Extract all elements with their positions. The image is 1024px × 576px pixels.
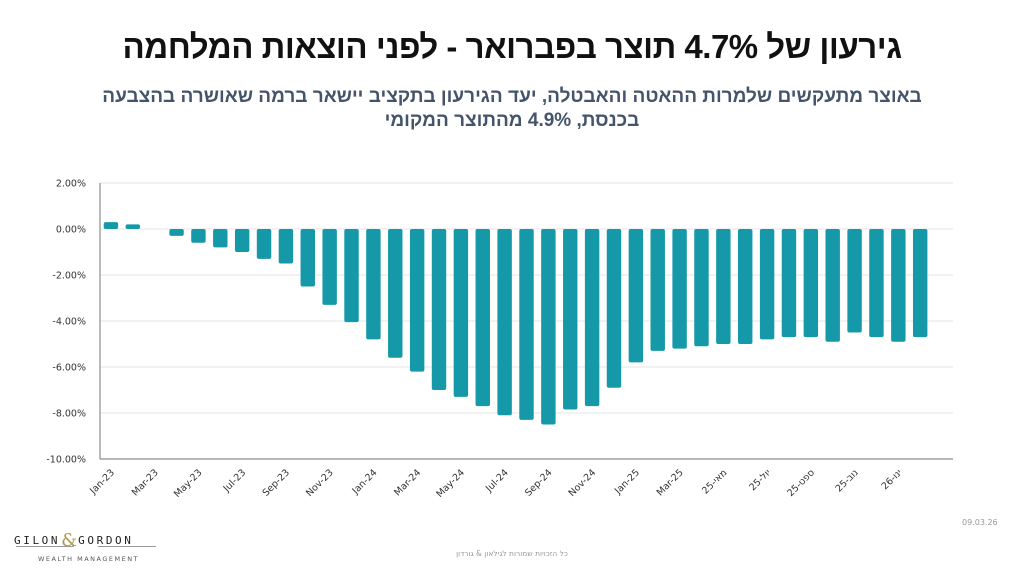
y-tick-label: 0.00% [56, 225, 86, 236]
deficit-bar-chart: 2.00% 0.00% -2.00% -4.00% -6.00% -8.00% -10.00… [46, 179, 953, 500]
bar-Sep-23 [278, 229, 294, 264]
x-tick-label: ספט-25 [785, 467, 817, 499]
x-tick-label: Mar-24 [392, 467, 423, 498]
bar-Aug-24 [519, 229, 534, 420]
x-tick-label: מאי-25 [700, 467, 729, 496]
x-tick-label: Nov-23 [304, 467, 336, 499]
bars [103, 222, 928, 425]
bar-Oct-25 [825, 229, 840, 342]
subtitle-line-1: באוצר מתעקשים שלמרות ההאטה והאבטלה, יעד … [102, 86, 922, 107]
bar-Apr-25 [694, 229, 709, 347]
bar-Feb-24 [388, 229, 403, 358]
logo-tagline: WEALTH MANAGEMENT [38, 555, 140, 563]
x-tick-label: Sep-24 [523, 467, 554, 498]
x-tick-label: Nov-24 [567, 467, 599, 499]
bar-Jan-23 [103, 222, 119, 229]
bar-מאי-25 [716, 229, 731, 344]
x-tick-label: May-24 [434, 467, 467, 500]
bar-Feb-26 [912, 229, 928, 338]
x-tick-label: ינו-26 [880, 467, 905, 492]
logo-rule-right [98, 546, 156, 547]
y-tick-label: -10.00% [46, 455, 86, 466]
y-tick-label: -6.00% [52, 363, 86, 374]
bar-Jul-23 [234, 229, 250, 252]
bar-Aug-23 [256, 229, 272, 259]
bar-Sep-24 [541, 229, 556, 425]
bar-May-23 [191, 229, 206, 243]
x-tick-label: Jan-23 [87, 467, 117, 497]
bar-Jan-25 [628, 229, 644, 363]
bar-Dec-24 [606, 229, 622, 388]
bar-Jan-24 [366, 229, 381, 340]
company-logo: GILON&GORDON WEALTH MANAGEMENT [14, 528, 156, 563]
bar-Dec-23 [344, 229, 359, 323]
slide-date: 09.03.26 [962, 518, 998, 527]
bar-Nov-23 [322, 229, 337, 305]
x-tick-label: May-23 [172, 467, 205, 500]
bar-Aug-25 [781, 229, 797, 338]
logo-word-right: GORDON [78, 534, 134, 547]
bar-May-24 [453, 229, 469, 397]
bar-Jul-24 [497, 229, 512, 416]
copyright-notice: כל הזכויות שמורות לגילאון & גורדון [456, 549, 568, 558]
y-tick-label: 2.00% [56, 179, 86, 190]
bar-Jun-23 [213, 229, 228, 248]
bar-Oct-23 [300, 229, 315, 287]
x-tick-label: יול-25 [747, 467, 773, 493]
bar-Apr-24 [431, 229, 447, 390]
bar-ספט-25 [803, 229, 819, 338]
chart-title: גירעון של 4.7% תוצר בפברואר - לפני הוצאו… [122, 28, 902, 65]
bar-Feb-23 [125, 224, 141, 229]
y-tick-label: -2.00% [52, 271, 86, 282]
bar-Nov-24 [584, 229, 600, 407]
x-tick-label: Jan-24 [350, 467, 380, 497]
y-tick-label: -4.00% [52, 317, 86, 328]
bar-נוב-25 [847, 229, 862, 333]
bar-Jun-25 [738, 229, 753, 344]
x-tick-label: Mar-23 [130, 467, 161, 498]
bar-Apr-23 [169, 229, 184, 236]
bar-Jun-24 [475, 229, 490, 407]
bar-Oct-24 [563, 229, 578, 410]
x-tick-label: Sep-23 [261, 467, 292, 498]
bar-Mar-25 [672, 229, 687, 349]
logo-ampersand: & [61, 530, 78, 551]
logo-rule-left [16, 546, 74, 547]
y-tick-label: -8.00% [52, 409, 86, 420]
x-tick-label: Jul-23 [221, 467, 249, 495]
bar-Dec-25 [869, 229, 884, 338]
x-axis-ticks: Jan-23 Mar-23 May-23 Jul-23 Sep-23 Nov-23 Jan-… [87, 467, 904, 500]
logo-wordmark: GILON&GORDON [14, 528, 156, 551]
bar-Mar-24 [409, 229, 425, 372]
x-tick-label: Jan-25 [612, 467, 642, 497]
subtitle-line-2: בכנסת, 4.9% מהתוצר המקומי [384, 110, 640, 131]
chart-subtitle: באוצר מתעקשים שלמרות ההאטה והאבטלה, יעד … [40, 85, 984, 133]
bar-Feb-25 [650, 229, 665, 351]
x-tick-label: Mar-25 [655, 467, 686, 498]
y-axis-ticks: 2.00% 0.00% -2.00% -4.00% -6.00% -8.00% -10.00… [46, 179, 86, 466]
x-tick-label: Jul-24 [483, 467, 511, 495]
logo-word-left: GILON [14, 534, 61, 547]
bar-ינו-26 [891, 229, 906, 342]
bar-יול-25 [759, 229, 775, 340]
x-tick-label: נוב-25 [834, 467, 861, 494]
